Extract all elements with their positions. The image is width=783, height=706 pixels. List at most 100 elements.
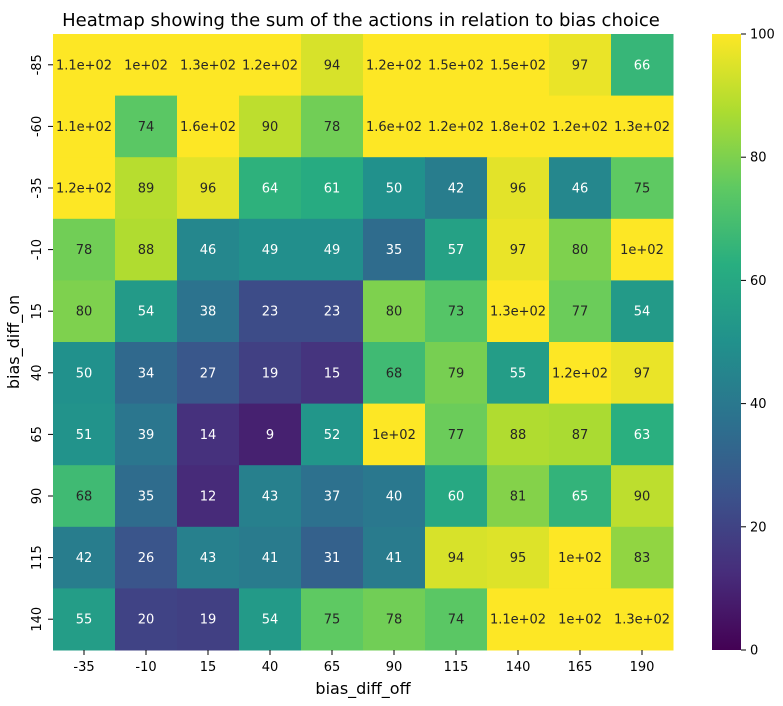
cell-value-label: 1e+02 <box>620 243 664 258</box>
heatmap-cell <box>549 342 612 405</box>
cell-value-label: 19 <box>262 366 279 381</box>
heatmap-cell <box>177 526 240 589</box>
cell-value-label: 61 <box>324 182 341 197</box>
cell-value-label: 1.2e+02 <box>552 120 608 135</box>
heatmap-cell <box>363 218 426 281</box>
cell-value-label: 35 <box>386 243 403 258</box>
cell-value-label: 1e+02 <box>372 428 416 443</box>
cell-value-label: 40 <box>386 490 403 505</box>
y-tick-label: 140 <box>30 607 45 632</box>
cell-value-label: 41 <box>262 551 279 566</box>
heatmap-cell <box>177 403 240 466</box>
cell-value-label: 96 <box>510 182 527 197</box>
cell-value-label: 90 <box>634 490 651 505</box>
heatmap-cell <box>53 588 116 651</box>
cell-value-label: 74 <box>138 120 155 135</box>
heatmap-cell <box>301 34 364 97</box>
x-tick-label: 115 <box>444 660 469 675</box>
heatmap-cell <box>611 526 674 589</box>
cell-value-label: 54 <box>262 613 279 628</box>
cell-value-label: 43 <box>262 490 279 505</box>
heatmap-cell <box>301 95 364 158</box>
cell-value-label: 38 <box>200 305 217 320</box>
cell-value-label: 90 <box>262 120 279 135</box>
heatmap-cell <box>487 403 550 466</box>
cell-value-label: 31 <box>324 551 341 566</box>
heatmap-cell <box>611 465 674 528</box>
heatmap-cell <box>301 526 364 589</box>
cell-value-label: 49 <box>262 243 279 258</box>
cell-value-label: 89 <box>138 182 155 197</box>
cell-value-label: 12 <box>200 490 217 505</box>
x-tick-label: 165 <box>568 660 593 675</box>
heatmap-cell <box>487 218 550 281</box>
colorbar <box>712 34 741 650</box>
x-tick-label: 190 <box>630 660 655 675</box>
cell-value-label: 74 <box>448 613 465 628</box>
cell-value-label: 81 <box>510 490 527 505</box>
cell-value-label: 1.8e+02 <box>490 120 546 135</box>
x-tick-label: 140 <box>506 660 531 675</box>
heatmap-cell <box>53 465 116 528</box>
heatmap-cell <box>425 95 488 158</box>
heatmap-cell <box>611 218 674 281</box>
cell-value-label: 55 <box>76 613 93 628</box>
colorbar-tick-label: 40 <box>750 397 767 412</box>
heatmap-cell <box>487 465 550 528</box>
heatmap-cell <box>425 218 488 281</box>
cell-value-label: 78 <box>76 243 93 258</box>
cell-value-label: 1e+02 <box>558 613 602 628</box>
cell-value-label: 87 <box>572 428 589 443</box>
cell-value-label: 80 <box>76 305 93 320</box>
cell-value-label: 80 <box>572 243 589 258</box>
heatmap-cell <box>53 218 116 281</box>
y-tick-label: -10 <box>30 239 45 260</box>
heatmap-cell <box>53 403 116 466</box>
heatmap-cell <box>425 34 488 97</box>
heatmap-cell <box>115 95 178 158</box>
cell-value-label: 78 <box>324 120 341 135</box>
cell-value-label: 52 <box>324 428 341 443</box>
cell-value-label: 1.2e+02 <box>552 366 608 381</box>
y-tick-label: 115 <box>30 545 45 570</box>
heatmap-cell <box>425 588 488 651</box>
heatmap-cell <box>363 465 426 528</box>
y-axis-label: bias_diff_on <box>4 295 24 389</box>
heatmap-cell <box>611 403 674 466</box>
cell-value-label: 1.3e+02 <box>614 120 670 135</box>
heatmap-cell <box>487 95 550 158</box>
cell-value-label: 57 <box>448 243 465 258</box>
cell-value-label: 39 <box>138 428 155 443</box>
cell-value-label: 68 <box>386 366 403 381</box>
heatmap-cell <box>301 280 364 343</box>
cell-value-label: 34 <box>138 366 155 381</box>
cell-value-label: 1.3e+02 <box>614 613 670 628</box>
cell-value-label: 1.1e+02 <box>56 120 112 135</box>
colorbar-tick-label: 100 <box>750 28 775 43</box>
cell-value-label: 95 <box>510 551 527 566</box>
cell-value-label: 94 <box>448 551 465 566</box>
heatmap-cell <box>239 218 302 281</box>
cell-value-label: 97 <box>634 366 651 381</box>
heatmap-cell <box>301 588 364 651</box>
colorbar-tick-label: 80 <box>750 151 767 166</box>
y-axis-ticks: -85 -60 -35 -10 15 40 65 90 115 140 <box>30 54 53 632</box>
cell-value-label: 23 <box>262 305 279 320</box>
cell-value-label: 19 <box>200 613 217 628</box>
cell-value-label: 46 <box>572 182 589 197</box>
heatmap-cell <box>549 95 612 158</box>
heatmap-cell <box>425 465 488 528</box>
heatmap-cell <box>363 280 426 343</box>
cell-value-label: 15 <box>324 366 341 381</box>
heatmap-cell <box>549 465 612 528</box>
heatmap-cell <box>53 526 116 589</box>
heatmap-cell <box>611 95 674 158</box>
heatmap-cell <box>239 342 302 405</box>
cell-value-label: 1.2e+02 <box>366 58 422 73</box>
heatmap-cell <box>115 588 178 651</box>
heatmap-cells: 1.1e+02 1e+02 1.3e+02 1.2e+02 94 1.2e+02 1.5e+… <box>53 34 674 651</box>
x-tick-label: 90 <box>386 660 403 675</box>
heatmap-cell <box>239 526 302 589</box>
heatmap-cell <box>301 403 364 466</box>
